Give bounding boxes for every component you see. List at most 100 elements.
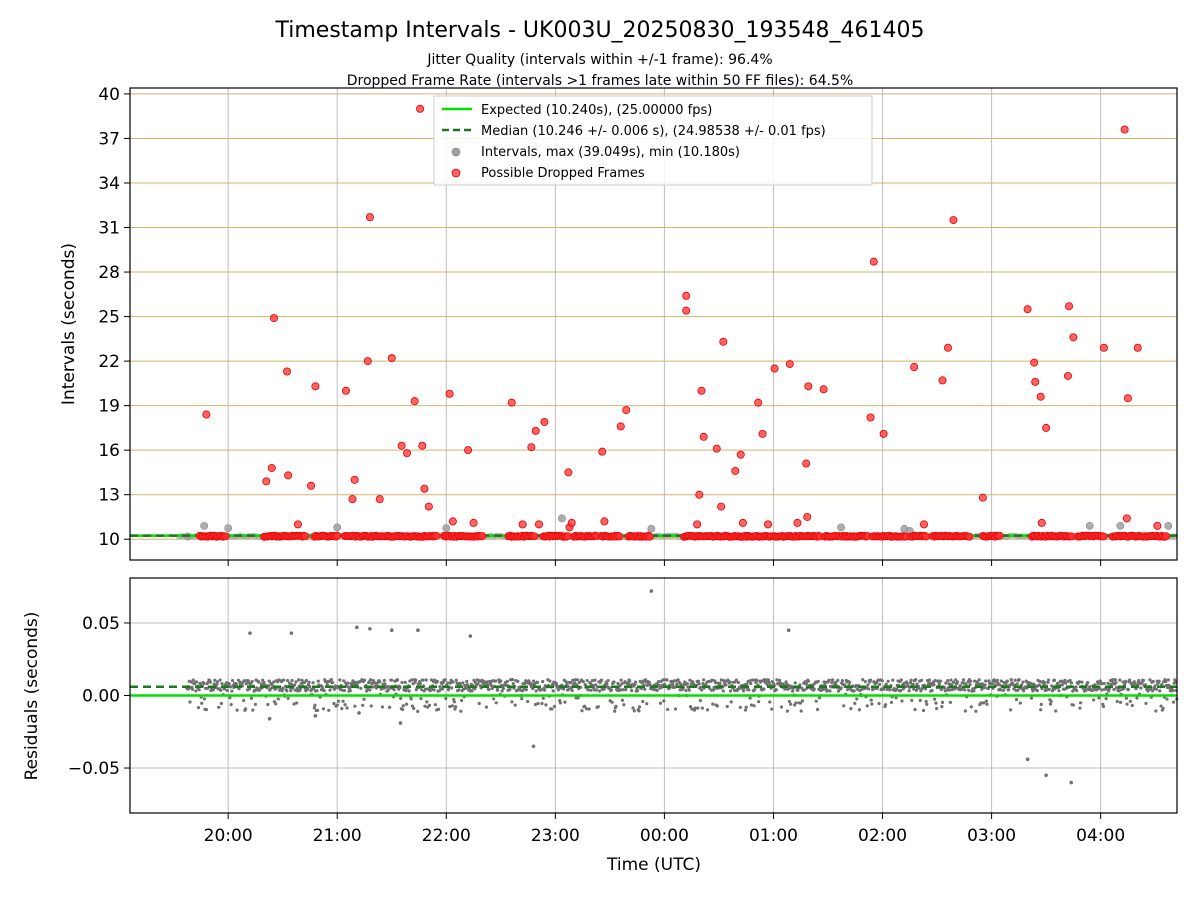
- legend-dropped-label: Possible Dropped Frames: [481, 166, 645, 181]
- dropped-frame-point: [1037, 518, 1046, 527]
- residual-point: [220, 682, 224, 686]
- interval-point: [200, 521, 209, 530]
- residual-point: [1102, 681, 1106, 686]
- residual-point: [700, 706, 704, 710]
- residual-point: [791, 689, 795, 693]
- residual-point: [345, 706, 349, 710]
- residual-point: [189, 680, 193, 684]
- residual-point: [637, 705, 642, 709]
- residual-point: [218, 678, 222, 682]
- residual-point: [401, 704, 405, 708]
- intervals-y-tick-label: 22: [98, 352, 120, 372]
- residual-point: [1161, 706, 1165, 710]
- residual-point: [1039, 708, 1043, 712]
- residual-point: [361, 703, 365, 707]
- dropped-frame-point: [695, 490, 704, 499]
- residual-point: [911, 682, 915, 687]
- residual-point: [827, 678, 831, 682]
- residual-point: [624, 688, 628, 692]
- dropped-frame-point: [622, 406, 631, 415]
- residual-point: [558, 701, 562, 705]
- residual-point: [974, 709, 978, 713]
- residual-point: [933, 678, 937, 683]
- residual-point: [294, 680, 298, 684]
- residual-point: [228, 685, 233, 689]
- residual-point: [510, 677, 515, 682]
- dropped-frame-point: [432, 531, 441, 540]
- residuals-y-tick-label: 0.05: [82, 614, 120, 634]
- residual-point: [257, 680, 261, 684]
- residual-point: [400, 680, 404, 685]
- residual-point: [570, 688, 574, 693]
- residual-point: [741, 689, 746, 693]
- residual-point: [614, 704, 618, 708]
- residual-point: [1095, 688, 1099, 692]
- residual-point: [191, 678, 195, 682]
- residual-point: [1148, 678, 1152, 682]
- residual-point: [643, 687, 647, 691]
- residual-point: [861, 677, 865, 682]
- residual-point: [1112, 687, 1116, 692]
- residual-point: [295, 686, 299, 690]
- residual-point: [719, 678, 723, 682]
- residual-point: [612, 680, 616, 684]
- chart-subtitle-jitter: Jitter Quality (intervals within +/-1 fr…: [426, 52, 772, 68]
- dropped-frame-point: [410, 397, 419, 406]
- residual-point: [774, 688, 778, 692]
- residual-point: [886, 679, 890, 683]
- dropped-frame-point: [869, 257, 878, 266]
- dropped-frame-point: [754, 398, 763, 407]
- residual-point: [622, 703, 626, 707]
- residual-point: [749, 681, 753, 686]
- residual-point: [1029, 696, 1034, 700]
- residual-point: [637, 709, 641, 713]
- residual-point: [541, 696, 545, 700]
- residual-point: [244, 707, 248, 711]
- residual-point: [313, 714, 318, 718]
- dropped-frame-point: [1030, 358, 1039, 367]
- residual-point: [433, 703, 437, 707]
- residual-point: [499, 679, 503, 683]
- residual-point: [539, 688, 543, 692]
- chart-title: Timestamp Intervals - UK003U_20250830_19…: [275, 18, 925, 43]
- residual-point: [551, 689, 555, 693]
- residual-point: [802, 688, 807, 692]
- residual-point: [836, 678, 840, 682]
- residual-point: [985, 702, 989, 706]
- residual-point: [242, 698, 246, 703]
- residual-point: [1153, 684, 1157, 688]
- residual-point: [1054, 709, 1058, 713]
- residual-point: [588, 681, 593, 685]
- residual-point: [899, 689, 903, 693]
- dropped-frame-point: [965, 532, 974, 541]
- residual-point: [645, 702, 649, 706]
- dropped-frame-point: [350, 475, 359, 484]
- residual-point: [605, 682, 609, 686]
- residual-point: [1005, 679, 1009, 683]
- residual-point: [888, 688, 892, 692]
- residual-point: [641, 699, 645, 704]
- residual-point: [895, 687, 899, 691]
- dropped-frame-point: [311, 382, 320, 391]
- residual-point: [628, 679, 632, 683]
- residual-point: [526, 699, 530, 704]
- residual-point: [1031, 689, 1035, 693]
- legend-box: [433, 95, 873, 186]
- interval-point: [837, 523, 845, 532]
- dropped-frame-point: [731, 466, 740, 475]
- dropped-frame-point: [600, 517, 609, 526]
- residual-point: [368, 678, 373, 682]
- residual-point: [980, 682, 985, 686]
- residual-point: [414, 678, 418, 682]
- residual-point: [757, 700, 761, 704]
- residual-point: [828, 689, 832, 693]
- residual-point: [589, 688, 593, 692]
- residual-point: [1046, 678, 1051, 682]
- residual-point: [304, 678, 309, 683]
- residual-point: [316, 679, 320, 683]
- residual-point: [777, 678, 782, 682]
- dropped-frame-point: [645, 532, 654, 541]
- residual-point: [575, 678, 579, 682]
- residual-point: [1124, 679, 1128, 683]
- residual-point: [940, 700, 945, 704]
